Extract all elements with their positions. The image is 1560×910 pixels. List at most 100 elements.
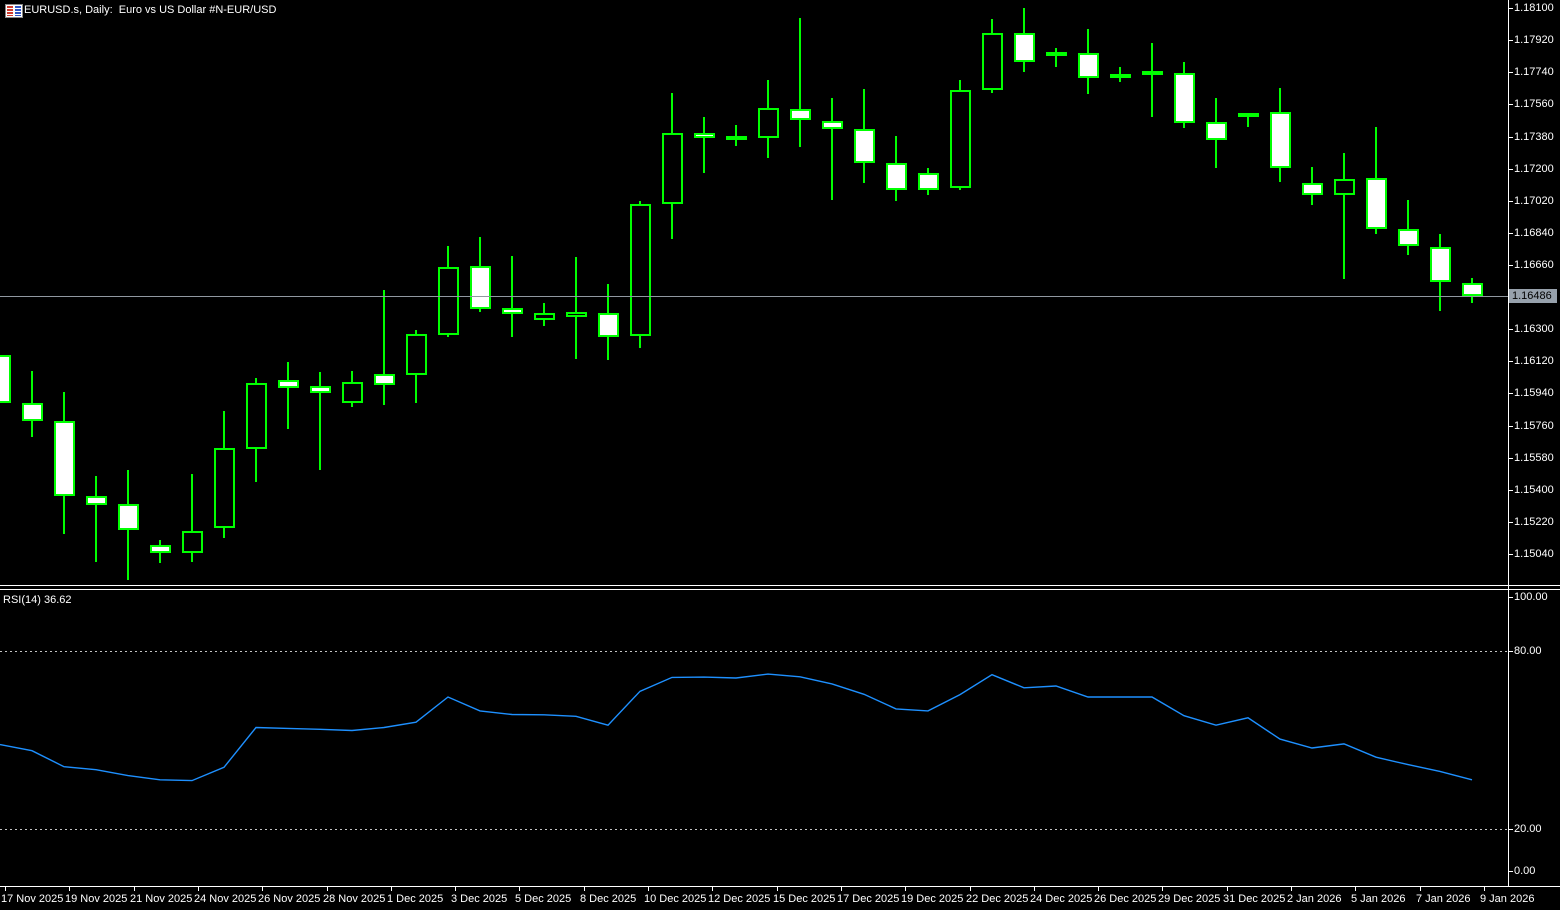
date-tick-label: 22 Dec 2025 [966,893,1029,905]
date-tick-label: 29 Dec 2025 [1158,893,1221,905]
price-tick-label: 1.15580 [1514,452,1554,464]
current-price-badge: 1.16486 [1509,289,1557,303]
bull-candle-body [1238,113,1259,117]
bull-candle-body [1046,51,1067,56]
time-axis[interactable]: 17 Nov 2025 19 Nov 2025 21 Nov 2025 24 Nov … [0,886,1560,910]
bear-candle-body [598,313,619,337]
price-tick-label: 1.15940 [1514,387,1554,399]
bear-candle-body [790,109,811,120]
date-tick-label: 31 Dec 2025 [1223,893,1286,905]
price-tick-label: 1.17380 [1514,131,1554,143]
price-tick-mark [1508,393,1513,394]
price-tick-mark [1508,72,1513,73]
bull-candle-body [246,383,267,449]
date-tick-mark [1034,887,1035,891]
bear-candle-body [1270,112,1291,168]
date-tick-label: 8 Dec 2025 [580,893,637,905]
bear-candle-body [1014,33,1035,62]
date-tick-mark [455,887,456,891]
date-tick-mark [262,887,263,891]
current-price-line [0,296,1508,297]
bear-candle-body [0,355,11,404]
date-tick-mark [69,887,70,891]
price-tick-label: 1.15220 [1514,516,1554,528]
rsi-tick-mark [1508,597,1513,598]
date-tick-label: 2 Jan 2026 [1287,893,1342,905]
price-tick-mark [1508,201,1513,202]
bear-candle-body [150,545,171,553]
date-tick-mark [1420,887,1421,891]
bear-candle-body [278,380,299,388]
candle-wick [703,117,705,173]
price-axis-line [1508,0,1509,886]
bull-candle-body [1334,179,1355,196]
chart-title: EURUSD.s, Daily: Euro vs US Dollar #N-EU… [24,4,277,16]
date-tick-mark [1098,887,1099,891]
price-chart-area[interactable] [0,0,1508,586]
bull-candle-body [534,313,555,320]
rsi-tick-mark [1508,651,1513,652]
rsi-panel-area[interactable] [0,590,1508,886]
date-tick-mark [327,887,328,891]
price-tick-label: 1.16660 [1514,259,1554,271]
price-tick-mark [1508,265,1513,266]
date-tick-label: 19 Dec 2025 [901,893,964,905]
date-tick-mark [1162,887,1163,891]
icon-red-column [7,6,13,16]
rsi-indicator-label: RSI(14) 36.62 [3,594,72,606]
bear-candle-body [1462,283,1483,296]
candle-wick [831,98,833,201]
date-tick-label: 17 Nov 2025 [1,893,64,905]
bear-candle-body [310,386,331,393]
price-tick-label: 1.17560 [1514,98,1554,110]
date-tick-mark [198,887,199,891]
bear-candle-body [374,374,395,386]
date-tick-label: 21 Nov 2025 [130,893,193,905]
price-tick-label: 1.16120 [1514,355,1554,367]
rsi-tick-label: 20.00 [1514,823,1542,835]
date-tick-mark [1484,887,1485,891]
bear-candle-body [1174,73,1195,123]
date-tick-mark [1355,887,1356,891]
candle-wick [799,18,801,147]
price-tick-mark [1508,329,1513,330]
date-tick-label: 10 Dec 2025 [644,893,707,905]
date-tick-label: 1 Dec 2025 [387,893,444,905]
price-tick-label: 1.16300 [1514,323,1554,335]
date-tick-label: 19 Nov 2025 [65,893,128,905]
candle-wick [95,476,97,562]
bull-candle-body [726,136,747,140]
price-axis[interactable]: 1.18100 1.17920 1.17740 1.17560 1.17380 1.172… [1508,0,1560,886]
bull-candle-body [438,267,459,335]
price-tick-mark [1508,458,1513,459]
date-tick-label: 5 Jan 2026 [1351,893,1406,905]
date-tick-mark [519,887,520,891]
price-tick-mark [1508,8,1513,9]
rsi-tick-mark [1508,829,1513,830]
date-tick-mark [712,887,713,891]
bear-candle-body [918,172,939,190]
price-tick-label: 1.17020 [1514,195,1554,207]
candle-wick [735,124,737,146]
price-tick-mark [1508,490,1513,491]
price-tick-mark [1508,137,1513,138]
price-tick-label: 1.17740 [1514,66,1554,78]
bull-candle-body [1110,74,1131,79]
bull-candle-body [182,531,203,553]
panel-separator[interactable] [0,585,1560,586]
bear-candle-body [694,132,715,138]
candle-wick [1055,48,1057,67]
bear-candle-body [470,266,491,310]
price-tick-label: 1.17920 [1514,34,1554,46]
bull-candle-body [406,334,427,375]
date-tick-label: 26 Nov 2025 [258,893,321,905]
rsi-tick-label: 100.00 [1514,591,1548,603]
date-tick-label: 17 Dec 2025 [837,893,900,905]
bear-candle-body [1366,178,1387,229]
rsi-level-20-line [0,829,1508,830]
time-axis-line [0,886,1560,887]
rsi-level-80-line [0,651,1508,652]
price-tick-mark [1508,104,1513,105]
date-tick-mark [1291,887,1292,891]
price-tick-label: 1.15400 [1514,484,1554,496]
